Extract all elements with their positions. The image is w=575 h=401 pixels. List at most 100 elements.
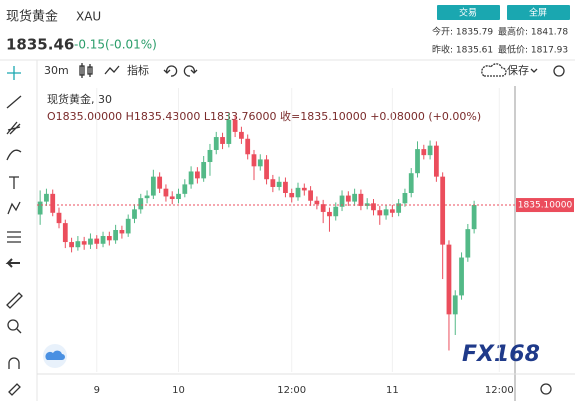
instrument-name: 现货黄金	[6, 9, 58, 25]
settings-icon[interactable]	[553, 65, 565, 77]
candle-body	[276, 181, 282, 187]
candle-body	[301, 187, 307, 191]
candle-body	[138, 198, 144, 210]
candle-body	[289, 192, 295, 198]
fullscreen-button-label[interactable]: 全屏	[529, 7, 547, 19]
ohlc-legend: O1835.00000 H1835.43000 L1833.76000 收=18…	[47, 109, 481, 123]
candle-body	[119, 230, 125, 234]
current-price: 1835.46	[6, 36, 74, 54]
candle-body	[251, 154, 257, 167]
candle-body	[163, 188, 169, 197]
candle-body	[150, 176, 156, 196]
chart-settings-icon[interactable]	[540, 383, 552, 395]
candle-body	[201, 162, 207, 179]
candle-body	[207, 149, 213, 163]
watermark: FX168	[462, 342, 540, 367]
candle-body	[94, 238, 100, 244]
undo-icon[interactable]	[163, 65, 178, 77]
candle-body	[295, 187, 301, 198]
candle-body	[402, 192, 408, 204]
candle-body	[314, 200, 320, 205]
x-tick-label: 12:00	[485, 385, 514, 396]
stat: 今开: 1835.79	[432, 26, 493, 38]
candle-body	[333, 206, 339, 217]
last-price-tag	[516, 198, 574, 213]
x-tick-label: 11	[386, 385, 399, 396]
interval[interactable]: 30m	[44, 64, 69, 77]
redo-icon[interactable]	[183, 65, 198, 77]
candle-body	[389, 209, 395, 213]
last-price-label: 1835.10000	[518, 201, 573, 211]
candle-body	[88, 238, 93, 245]
candle-body	[144, 195, 150, 199]
instrument-symbol: XAU	[76, 10, 101, 24]
candle-body	[396, 203, 402, 213]
candle-body	[176, 193, 181, 200]
dropdown-icon[interactable]	[530, 68, 538, 73]
candle-body	[352, 193, 358, 202]
x-tick-label: 9	[94, 385, 100, 396]
candle-body	[446, 244, 452, 315]
candle-body	[56, 212, 62, 224]
candle-body	[245, 138, 251, 155]
candle-body	[239, 131, 244, 139]
candle-body	[415, 149, 420, 174]
candle-body	[327, 211, 332, 217]
indicator-icon[interactable]	[104, 65, 120, 75]
candle-body	[358, 193, 364, 206]
x-tick-label: 12:00	[277, 385, 306, 396]
candle-body	[264, 159, 269, 180]
candle-body	[433, 145, 439, 177]
candle-body	[421, 149, 427, 156]
candle-body	[125, 218, 131, 234]
candle-body	[320, 204, 326, 212]
candle-body	[100, 236, 106, 244]
drawing-tools[interactable]	[5, 66, 23, 396]
candle-body	[408, 173, 414, 193]
candle-body	[345, 195, 351, 202]
stat: 昨收: 1835.61	[432, 44, 493, 56]
candle-body	[106, 236, 112, 241]
candle-body	[471, 205, 477, 230]
trade-button[interactable]	[437, 5, 500, 20]
save-icon[interactable]	[481, 63, 507, 77]
candle-body	[220, 137, 225, 144]
candle-body	[75, 241, 81, 248]
stat: 最低价: 1817.93	[498, 44, 568, 56]
chart-title: 现货黄金, 30	[47, 92, 112, 106]
candle-body	[232, 119, 238, 132]
candle-body	[226, 119, 232, 144]
candle-body	[37, 201, 43, 215]
candle-body	[452, 295, 458, 315]
candle-body	[440, 176, 446, 245]
candle-body	[427, 145, 433, 156]
candle-body	[465, 229, 471, 258]
stat: 最高价: 1841.78	[498, 26, 568, 38]
candle-body	[377, 210, 383, 216]
candle-body	[157, 176, 163, 189]
candle-body	[257, 159, 263, 167]
trade-button-label[interactable]: 交易	[459, 7, 477, 19]
fullscreen-button[interactable]	[507, 5, 570, 20]
candle-body	[62, 223, 68, 243]
candle-type-icon[interactable]	[79, 63, 93, 78]
candle-body	[339, 195, 345, 207]
candle-body	[132, 209, 137, 219]
candle-body	[113, 230, 119, 241]
candle-body	[169, 196, 175, 200]
candle-body	[194, 171, 200, 179]
candle-body	[182, 184, 188, 194]
candle-body	[81, 241, 87, 245]
candle-body	[213, 137, 219, 150]
candle-body	[44, 193, 49, 202]
indicators[interactable]: 指标	[127, 63, 149, 77]
candle-body	[364, 203, 370, 206]
candle-body	[69, 242, 74, 248]
cloud-icon[interactable]	[45, 350, 65, 360]
candle-body	[383, 209, 389, 216]
x-tick-label: 10	[172, 385, 185, 396]
save[interactable]: 保存	[507, 63, 529, 77]
candle-body	[459, 257, 464, 296]
